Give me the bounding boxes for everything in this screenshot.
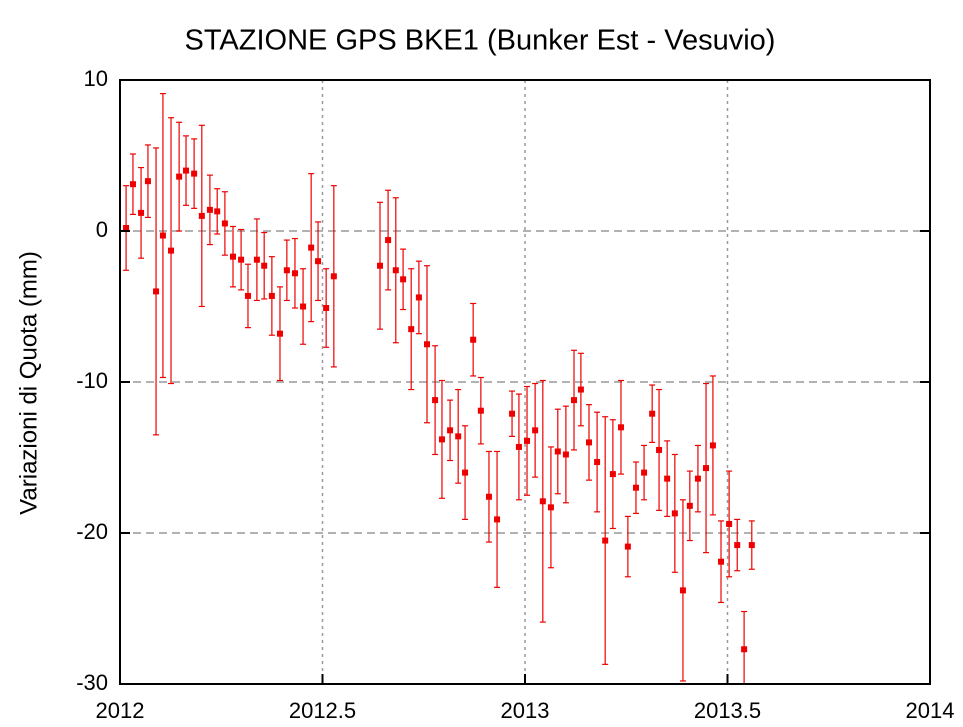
point	[238, 256, 245, 263]
plot-area	[123, 92, 755, 684]
point	[330, 273, 337, 280]
point	[423, 341, 430, 348]
point	[323, 305, 330, 312]
point	[153, 288, 160, 295]
point	[694, 475, 701, 482]
point	[244, 292, 251, 299]
point	[641, 469, 648, 476]
point	[400, 276, 407, 283]
point	[726, 520, 733, 527]
point	[562, 451, 569, 458]
point	[176, 173, 183, 180]
chart-title: STAZIONE GPS BKE1 (Bunker Est - Vesuvio)	[185, 25, 776, 57]
point	[649, 410, 656, 417]
point	[455, 433, 462, 440]
x-tick-label: 2013	[501, 698, 550, 723]
point	[494, 516, 501, 523]
x-tick-label: 2012.5	[289, 698, 356, 723]
point	[741, 646, 748, 653]
point	[144, 178, 151, 185]
point	[547, 504, 554, 511]
point	[198, 212, 205, 219]
point	[485, 493, 492, 500]
point	[594, 459, 601, 466]
point	[229, 253, 236, 260]
point	[415, 294, 422, 301]
point	[138, 209, 145, 216]
y-tick-label: -20	[76, 519, 108, 544]
point	[183, 167, 190, 174]
point	[392, 267, 399, 274]
point	[261, 262, 268, 269]
point	[438, 436, 445, 443]
point	[571, 397, 578, 404]
point	[221, 220, 228, 227]
point	[602, 537, 609, 544]
point	[686, 502, 693, 509]
point	[609, 471, 616, 478]
point	[385, 237, 392, 244]
point	[624, 543, 631, 550]
point	[308, 244, 315, 251]
point	[206, 206, 213, 213]
point	[408, 326, 415, 333]
x-tick-label: 2014	[906, 698, 955, 723]
y-axis-label: Variazioni di Quota (mm)	[15, 251, 42, 515]
point	[291, 270, 298, 277]
point	[734, 542, 741, 549]
x-tick-label: 2013.5	[694, 698, 761, 723]
point	[617, 424, 624, 431]
point	[300, 303, 307, 310]
point	[315, 258, 322, 265]
point	[470, 336, 477, 343]
point	[656, 446, 663, 453]
point	[664, 475, 671, 482]
point	[159, 232, 166, 239]
point	[477, 407, 484, 414]
point	[632, 484, 639, 491]
point	[748, 542, 755, 549]
point	[703, 465, 710, 472]
point	[577, 386, 584, 393]
point	[276, 330, 283, 337]
point	[462, 469, 469, 476]
point	[447, 427, 454, 434]
point	[123, 224, 130, 231]
point	[554, 448, 561, 455]
point	[214, 208, 221, 215]
y-tick-label: 0	[96, 217, 108, 242]
point	[168, 247, 175, 254]
y-tick-label: -10	[76, 368, 108, 393]
point	[679, 587, 686, 594]
point	[718, 558, 725, 565]
point	[268, 292, 275, 299]
point	[515, 443, 522, 450]
point	[709, 442, 716, 449]
point	[585, 439, 592, 446]
y-tick-label: -30	[76, 670, 108, 695]
point	[671, 510, 678, 517]
grid	[119, 79, 931, 685]
point	[129, 181, 136, 188]
point	[509, 410, 516, 417]
point	[253, 256, 260, 263]
point	[432, 397, 439, 404]
point	[524, 437, 531, 444]
x-tick-label: 2012	[96, 698, 145, 723]
point	[539, 498, 546, 505]
point	[532, 427, 539, 434]
point	[191, 170, 198, 177]
point	[377, 262, 384, 269]
y-tick-label: 10	[84, 66, 108, 91]
point	[283, 267, 290, 274]
